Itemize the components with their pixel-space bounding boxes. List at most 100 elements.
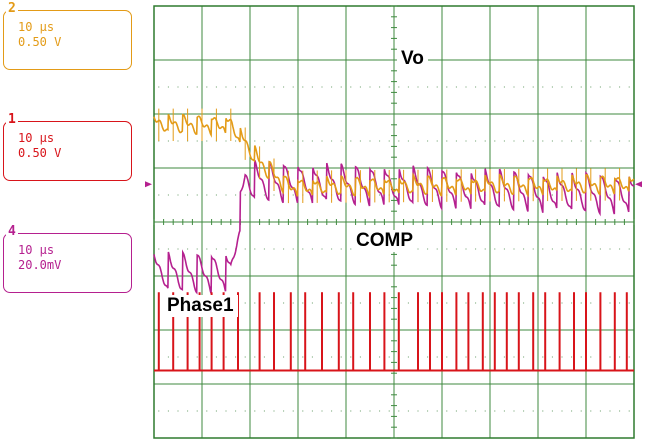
grid-dot [321, 140, 322, 141]
grid-dot [360, 410, 361, 411]
grid-dot [235, 140, 236, 141]
grid-dot [619, 410, 620, 411]
grid-dot [523, 140, 524, 141]
grid-dot [629, 356, 630, 357]
grid-dot [283, 86, 284, 87]
grid-dot [312, 86, 313, 87]
grid-dot [561, 410, 562, 411]
grid-dot [437, 140, 438, 141]
grid-dot [561, 356, 562, 357]
channel-1-time-per-div: 10 µs [18, 131, 131, 146]
grid-dot [523, 302, 524, 303]
grid-dot [245, 302, 246, 303]
grid-dot [312, 302, 313, 303]
grid-dot [187, 194, 188, 195]
grid-dot [504, 86, 505, 87]
grid-dot [504, 302, 505, 303]
grid-dot [427, 302, 428, 303]
grid-dot [446, 410, 447, 411]
grid-dot [561, 140, 562, 141]
grid-dot [494, 86, 495, 87]
grid-dot [302, 410, 303, 411]
grid-dot [235, 86, 236, 87]
grid-dot [331, 86, 332, 87]
grid-dot [609, 86, 610, 87]
grid-dot [408, 356, 409, 357]
grid-dot [302, 356, 303, 357]
grid-dot [561, 302, 562, 303]
grid-dot [590, 248, 591, 249]
grid-dot [581, 410, 582, 411]
grid-dot [379, 302, 380, 303]
grid-dot [456, 248, 457, 249]
grid-dot [609, 410, 610, 411]
grid-dot [542, 140, 543, 141]
grid-dot [417, 86, 418, 87]
grid-dot [408, 302, 409, 303]
grid-dot [629, 410, 630, 411]
channel-1-number: 1 [6, 113, 18, 127]
grid-dot [360, 140, 361, 141]
grid-dot [168, 248, 169, 249]
grid-dot [475, 356, 476, 357]
grid-dot [494, 140, 495, 141]
grid-dot [283, 140, 284, 141]
grid-dot [609, 194, 610, 195]
grid-dot [513, 356, 514, 357]
grid-dot [552, 248, 553, 249]
channel-4-volts-per-div: 20.0mV [18, 258, 131, 273]
grid-dot [504, 410, 505, 411]
grid-dot [581, 140, 582, 141]
grid-dot [619, 248, 620, 249]
grid-dot [293, 248, 294, 249]
grid-dot [379, 140, 380, 141]
grid-dot [542, 356, 543, 357]
grid-dot [600, 140, 601, 141]
grid-dot [398, 140, 399, 141]
grid-dot [417, 248, 418, 249]
grid-dot [187, 86, 188, 87]
grid-dot [321, 86, 322, 87]
grid-dot [561, 86, 562, 87]
grid-dot [571, 356, 572, 357]
grid-dot [590, 140, 591, 141]
grid-dot [437, 86, 438, 87]
grid-dot [225, 356, 226, 357]
grid-dot [254, 302, 255, 303]
grid-dot [197, 86, 198, 87]
grid-dot [581, 86, 582, 87]
grid-dot [360, 86, 361, 87]
grid-dot [427, 248, 428, 249]
grid-dot [581, 248, 582, 249]
grid-dot [168, 410, 169, 411]
grid-dot [293, 140, 294, 141]
grid-dot [552, 140, 553, 141]
grid-dot [197, 194, 198, 195]
grid-dot [302, 302, 303, 303]
grid-dot [542, 302, 543, 303]
grid-dot [264, 356, 265, 357]
grid-dot [168, 86, 169, 87]
grid-dot [168, 194, 169, 195]
grid-dot [408, 410, 409, 411]
grid-dot [245, 248, 246, 249]
grid-dot [177, 140, 178, 141]
grid-dot [427, 356, 428, 357]
grid-dot [206, 86, 207, 87]
grid-dot [485, 140, 486, 141]
grid-dot [398, 410, 399, 411]
grid-dot [331, 356, 332, 357]
grid-dot [523, 248, 524, 249]
grid-dot [341, 140, 342, 141]
grid-dot [379, 86, 380, 87]
grid-dot [619, 302, 620, 303]
grid-dot [302, 248, 303, 249]
grid-dot [177, 410, 178, 411]
grid-dot [485, 86, 486, 87]
channel-1-box: 1 10 µs 0.50 V [3, 121, 132, 181]
grid-dot [581, 302, 582, 303]
grid-dot [273, 140, 274, 141]
grid-dot [254, 86, 255, 87]
grid-dot [283, 356, 284, 357]
channel-4-number: 4 [6, 225, 18, 239]
